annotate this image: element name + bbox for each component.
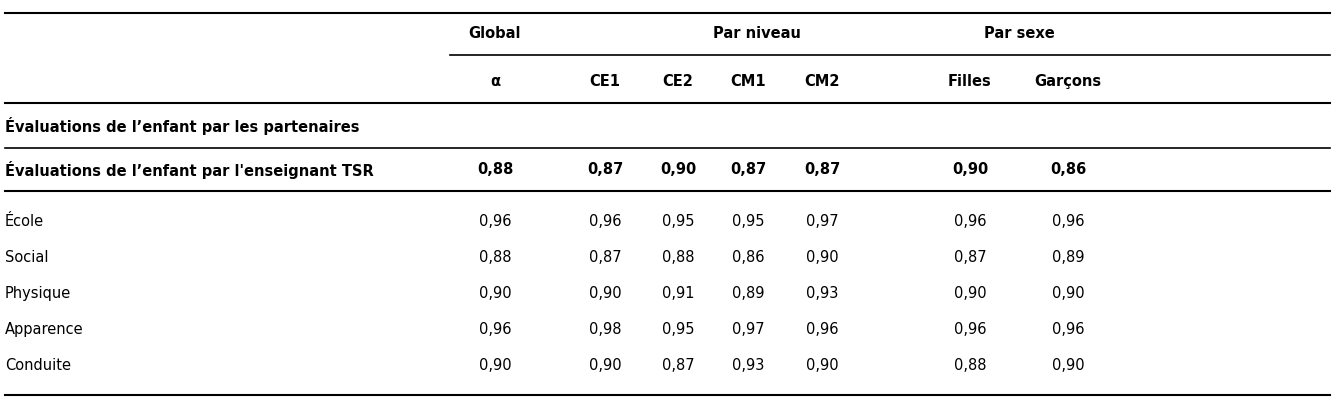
Text: 0,87: 0,87 — [729, 162, 767, 177]
Text: 0,88: 0,88 — [479, 250, 511, 265]
Text: 0,87: 0,87 — [587, 162, 624, 177]
Text: 0,95: 0,95 — [662, 322, 694, 337]
Text: 0,96: 0,96 — [1052, 214, 1084, 229]
Text: CM2: CM2 — [804, 74, 840, 89]
Text: Par niveau: Par niveau — [713, 26, 801, 41]
Text: 0,96: 0,96 — [589, 214, 621, 229]
Text: 0,87: 0,87 — [589, 250, 621, 265]
Text: 0,86: 0,86 — [732, 250, 764, 265]
Text: 0,89: 0,89 — [732, 286, 764, 301]
Text: 0,87: 0,87 — [954, 250, 986, 265]
Text: 0,96: 0,96 — [954, 322, 986, 337]
Text: 0,98: 0,98 — [589, 322, 621, 337]
Text: 0,97: 0,97 — [732, 322, 764, 337]
Text: 0,87: 0,87 — [804, 162, 840, 177]
Text: 0,95: 0,95 — [662, 214, 694, 229]
Text: Par sexe: Par sexe — [983, 26, 1054, 41]
Text: 0,90: 0,90 — [479, 286, 511, 301]
Text: 0,90: 0,90 — [954, 286, 986, 301]
Text: 0,96: 0,96 — [1052, 322, 1084, 337]
Text: 0,88: 0,88 — [476, 162, 514, 177]
Text: α: α — [490, 74, 500, 89]
Text: 0,90: 0,90 — [1052, 358, 1084, 373]
Text: 0,96: 0,96 — [805, 322, 838, 337]
Text: 0,88: 0,88 — [662, 250, 694, 265]
Text: 0,96: 0,96 — [479, 322, 511, 337]
Text: 0,89: 0,89 — [1052, 250, 1084, 265]
Text: 0,86: 0,86 — [1050, 162, 1086, 177]
Text: Physique: Physique — [5, 286, 71, 301]
Text: 0,90: 0,90 — [660, 162, 696, 177]
Text: 0,90: 0,90 — [589, 358, 621, 373]
Text: 0,90: 0,90 — [805, 358, 839, 373]
Text: Garçons: Garçons — [1034, 74, 1101, 89]
Text: 0,96: 0,96 — [954, 214, 986, 229]
Text: École: École — [5, 214, 44, 229]
Text: CE1: CE1 — [590, 74, 621, 89]
Text: 0,93: 0,93 — [732, 358, 764, 373]
Text: 0,93: 0,93 — [805, 286, 838, 301]
Text: Global: Global — [468, 26, 522, 41]
Text: 0,88: 0,88 — [954, 358, 986, 373]
Text: 0,97: 0,97 — [805, 214, 839, 229]
Text: Apparence: Apparence — [5, 322, 83, 337]
Text: 0,96: 0,96 — [479, 214, 511, 229]
Text: Social: Social — [5, 250, 48, 265]
Text: 0,91: 0,91 — [662, 286, 694, 301]
Text: Conduite: Conduite — [5, 358, 71, 373]
Text: 0,95: 0,95 — [732, 214, 764, 229]
Text: 0,90: 0,90 — [1052, 286, 1084, 301]
Text: 0,90: 0,90 — [951, 162, 989, 177]
Text: CE2: CE2 — [662, 74, 693, 89]
Text: Filles: Filles — [949, 74, 991, 89]
Text: 0,90: 0,90 — [479, 358, 511, 373]
Text: 0,87: 0,87 — [662, 358, 694, 373]
Text: Évaluations de l’enfant par les partenaires: Évaluations de l’enfant par les partenai… — [5, 117, 360, 135]
Text: 0,90: 0,90 — [589, 286, 621, 301]
Text: Évaluations de l’enfant par l'enseignant TSR: Évaluations de l’enfant par l'enseignant… — [5, 161, 373, 178]
Text: CM1: CM1 — [731, 74, 765, 89]
Text: 0,90: 0,90 — [805, 250, 839, 265]
